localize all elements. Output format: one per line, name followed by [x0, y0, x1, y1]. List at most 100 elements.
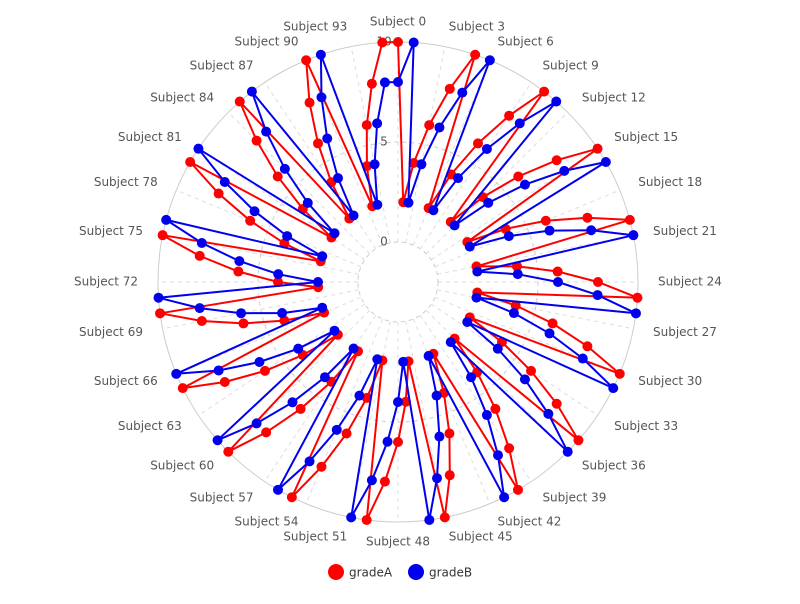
data-point	[361, 514, 372, 525]
spoke	[419, 82, 532, 250]
data-point	[313, 138, 323, 149]
data-point	[273, 484, 283, 495]
data-point	[393, 397, 403, 407]
data-point	[273, 269, 284, 280]
data-point	[361, 120, 372, 131]
data-point	[632, 292, 643, 303]
data-point	[499, 492, 510, 503]
data-point	[403, 197, 414, 208]
spoke	[405, 46, 446, 243]
data-point	[293, 343, 304, 354]
data-point	[213, 365, 224, 376]
spoke	[434, 296, 620, 375]
data-point	[346, 512, 357, 523]
data-point	[185, 157, 196, 167]
data-point	[259, 365, 270, 376]
data-point	[526, 365, 537, 376]
data-point	[519, 374, 530, 385]
data-point	[157, 230, 168, 241]
data-point	[586, 225, 597, 236]
r-tick-label: 5	[380, 135, 388, 149]
data-point	[444, 428, 455, 439]
data-point	[614, 368, 625, 379]
data-point	[372, 118, 383, 129]
data-point	[219, 377, 230, 387]
data-point	[493, 450, 503, 461]
data-point	[424, 514, 435, 525]
data-point	[261, 126, 272, 137]
category-label: Subject 33	[614, 419, 678, 433]
category-label: Subject 27	[653, 325, 717, 339]
data-point	[519, 179, 530, 190]
data-point	[366, 78, 377, 89]
data-point	[302, 197, 313, 208]
data-point	[582, 212, 593, 223]
grid-circle	[357, 241, 439, 323]
data-point	[464, 241, 475, 252]
data-point	[301, 55, 312, 66]
category-label: Subject 66	[94, 374, 158, 388]
data-point	[331, 424, 342, 435]
data-point	[223, 446, 234, 457]
data-point	[348, 343, 359, 354]
category-label: Subject 39	[542, 491, 606, 505]
spoke	[176, 296, 362, 375]
r-tick-label: 0	[380, 235, 388, 249]
category-label: Subject 93	[283, 19, 347, 33]
data-point	[354, 390, 365, 401]
legend-label[interactable]: gradeA	[349, 566, 393, 580]
legend-marker[interactable]	[408, 564, 424, 580]
data-point	[624, 214, 635, 225]
data-point	[582, 341, 593, 352]
data-point	[503, 231, 514, 242]
category-label: Subject 42	[497, 515, 561, 529]
data-point	[341, 428, 352, 439]
spoke	[162, 289, 359, 330]
data-point	[408, 37, 419, 48]
category-label: Subject 6	[497, 34, 553, 48]
data-point	[377, 37, 388, 48]
data-point	[551, 96, 562, 107]
data-point	[319, 372, 330, 383]
legend-label[interactable]: gradeB	[429, 566, 472, 580]
data-point	[432, 473, 443, 484]
spoke	[430, 303, 598, 416]
data-point	[317, 302, 328, 313]
data-point	[562, 446, 573, 457]
data-point	[600, 157, 611, 167]
category-label: Subject 21	[653, 224, 717, 238]
data-point	[473, 138, 483, 149]
grid-circle	[257, 141, 539, 423]
data-point	[504, 110, 515, 121]
data-point	[194, 303, 205, 314]
data-point	[393, 37, 403, 47]
data-point	[552, 266, 563, 277]
category-label: Subject 51	[283, 530, 347, 544]
category-label: Subject 63	[118, 419, 182, 433]
data-point	[543, 408, 554, 419]
data-point	[153, 292, 164, 303]
data-point	[251, 135, 262, 146]
category-label: Subject 90	[235, 34, 299, 48]
data-point	[366, 475, 377, 486]
spoke	[305, 60, 384, 246]
data-point	[471, 292, 482, 303]
spoke	[176, 189, 362, 268]
data-point	[593, 277, 603, 287]
data-point	[400, 396, 411, 407]
data-point	[504, 443, 515, 454]
spoke	[350, 321, 391, 518]
data-point	[254, 357, 265, 367]
data-point	[553, 277, 563, 287]
data-point	[630, 308, 641, 319]
spoke	[350, 46, 391, 243]
data-point	[196, 237, 207, 248]
data-point	[608, 383, 619, 394]
data-point	[329, 228, 340, 239]
data-point	[322, 133, 333, 144]
category-label: Subject 78	[94, 175, 158, 189]
data-point	[457, 87, 468, 98]
data-point	[155, 308, 166, 319]
legend-marker[interactable]	[328, 564, 344, 580]
data-point	[444, 83, 455, 94]
